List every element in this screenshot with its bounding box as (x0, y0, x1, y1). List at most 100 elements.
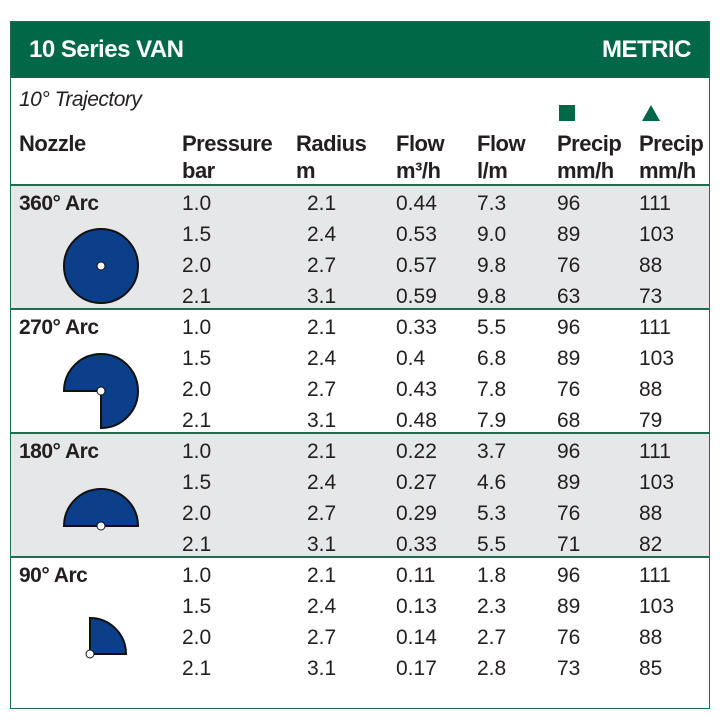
cell-precip-square: 89 (557, 471, 581, 494)
triangle-spacing-icon (642, 105, 660, 121)
cell-flow-lm: 1.8 (477, 564, 507, 587)
table-row: 1.0 2.1 0.44 7.3 96 111 (11, 188, 709, 219)
nozzle-performance-table: 10 Series VAN METRIC 10° Trajectory Nozz… (10, 21, 710, 709)
cell-flow-m3h: 0.27 (396, 471, 437, 494)
nozzle-group: 180° Arc 1.0 2.1 0.22 3.7 96 111 1.5 2.4 0.27 4.6 8… (11, 432, 709, 556)
cell-radius: 2.1 (307, 192, 337, 215)
cell-precip-triangle: 88 (639, 378, 663, 401)
cell-radius: 2.1 (307, 316, 337, 339)
cell-precip-square: 73 (557, 657, 581, 680)
cell-precip-triangle: 73 (639, 285, 663, 308)
table-row: 2.0 2.7 0.14 2.7 76 88 (11, 622, 709, 653)
group-divider (11, 308, 709, 310)
cell-pressure: 2.1 (182, 657, 212, 680)
table-row: 1.0 2.1 0.11 1.8 96 111 (11, 560, 709, 591)
table-row: 2.0 2.7 0.57 9.8 76 88 (11, 250, 709, 281)
cell-flow-m3h: 0.4 (396, 347, 426, 370)
square-spacing-icon (559, 105, 575, 121)
group-divider (11, 556, 709, 558)
cell-precip-triangle: 103 (639, 347, 675, 370)
cell-flow-m3h: 0.59 (396, 285, 437, 308)
cell-precip-triangle: 111 (639, 192, 671, 215)
cell-flow-lm: 7.9 (477, 409, 507, 432)
cell-precip-triangle: 79 (639, 409, 663, 432)
cell-pressure: 2.0 (182, 502, 212, 525)
table-row: 2.1 3.1 0.17 2.8 73 85 (11, 653, 709, 684)
cell-precip-square: 96 (557, 192, 581, 215)
cell-radius: 2.4 (307, 471, 337, 494)
cell-pressure: 2.1 (182, 285, 212, 308)
nozzle-group: 90° Arc 1.0 2.1 0.11 1.8 96 111 1.5 2.4 0.13 2.3 89… (11, 556, 709, 680)
cell-flow-m3h: 0.48 (396, 409, 437, 432)
header-precip-square: Precip mm/h (557, 131, 622, 183)
cell-radius: 2.1 (307, 440, 337, 463)
table-banner: 10 Series VAN METRIC (11, 22, 709, 78)
cell-pressure: 1.5 (182, 347, 212, 370)
cell-precip-triangle: 88 (639, 626, 663, 649)
cell-precip-square: 96 (557, 440, 581, 463)
cell-flow-lm: 7.3 (477, 192, 507, 215)
cell-flow-lm: 5.5 (477, 533, 507, 556)
arc-label: 270° Arc (19, 316, 99, 339)
cell-pressure: 1.5 (182, 223, 212, 246)
cell-flow-m3h: 0.57 (396, 254, 437, 277)
table-row: 2.0 2.7 0.29 5.3 76 88 (11, 498, 709, 529)
cell-precip-triangle: 103 (639, 471, 675, 494)
cell-radius: 2.4 (307, 223, 337, 246)
unit-system-label: METRIC (602, 36, 692, 63)
cell-flow-lm: 2.3 (477, 595, 507, 618)
cell-flow-m3h: 0.22 (396, 440, 437, 463)
circle-360-icon (61, 226, 141, 311)
cell-radius: 3.1 (307, 409, 337, 432)
table-row: 1.5 2.4 0.4 6.8 89 103 (11, 343, 709, 374)
cell-flow-lm: 9.0 (477, 223, 507, 246)
trajectory-label: 10° Trajectory (19, 88, 142, 111)
table-row: 2.1 3.1 0.59 9.8 63 73 (11, 281, 709, 312)
cell-precip-triangle: 103 (639, 595, 675, 618)
cell-flow-lm: 5.3 (477, 502, 507, 525)
cell-precip-square: 89 (557, 595, 581, 618)
cell-radius: 2.7 (307, 378, 337, 401)
cell-radius: 3.1 (307, 657, 337, 680)
cell-precip-square: 89 (557, 223, 581, 246)
cell-precip-triangle: 88 (639, 502, 663, 525)
header-pressure: Pressure bar (182, 131, 273, 183)
table-row: 1.0 2.1 0.22 3.7 96 111 (11, 436, 709, 467)
cell-flow-m3h: 0.44 (396, 192, 437, 215)
arc-label: 360° Arc (19, 192, 99, 215)
cell-flow-m3h: 0.13 (396, 595, 437, 618)
cell-radius: 2.7 (307, 254, 337, 277)
cell-pressure: 1.0 (182, 564, 212, 587)
cell-radius: 2.7 (307, 626, 337, 649)
half-circle-icon (61, 486, 141, 537)
three-quarter-circle-icon (61, 351, 141, 436)
cell-flow-lm: 9.8 (477, 285, 507, 308)
cell-precip-square: 71 (557, 533, 581, 556)
cell-flow-m3h: 0.43 (396, 378, 437, 401)
cell-radius: 3.1 (307, 533, 337, 556)
cell-flow-lm: 2.7 (477, 626, 507, 649)
cell-precip-square: 76 (557, 502, 581, 525)
cell-flow-m3h: 0.29 (396, 502, 437, 525)
cell-precip-square: 76 (557, 254, 581, 277)
cell-pressure: 1.0 (182, 192, 212, 215)
cell-radius: 2.7 (307, 502, 337, 525)
cell-pressure: 1.0 (182, 440, 212, 463)
group-divider (11, 432, 709, 434)
cell-radius: 2.4 (307, 347, 337, 370)
cell-pressure: 2.0 (182, 378, 212, 401)
nozzle-group: 360° Arc 1.0 2.1 0.44 7.3 96 111 1.5 2.4 0.53 9.0 8… (11, 184, 709, 308)
cell-precip-triangle: 85 (639, 657, 663, 680)
cell-precip-square: 89 (557, 347, 581, 370)
cell-flow-m3h: 0.17 (396, 657, 437, 680)
cell-flow-lm: 6.8 (477, 347, 507, 370)
cell-flow-m3h: 0.33 (396, 533, 437, 556)
cell-flow-lm: 5.5 (477, 316, 507, 339)
arc-label: 90° Arc (19, 564, 88, 587)
table-row: 1.5 2.4 0.27 4.6 89 103 (11, 467, 709, 498)
table-row: 1.5 2.4 0.53 9.0 89 103 (11, 219, 709, 250)
arc-label: 180° Arc (19, 440, 99, 463)
cell-flow-lm: 7.8 (477, 378, 507, 401)
cell-flow-lm: 3.7 (477, 440, 507, 463)
cell-precip-triangle: 82 (639, 533, 663, 556)
